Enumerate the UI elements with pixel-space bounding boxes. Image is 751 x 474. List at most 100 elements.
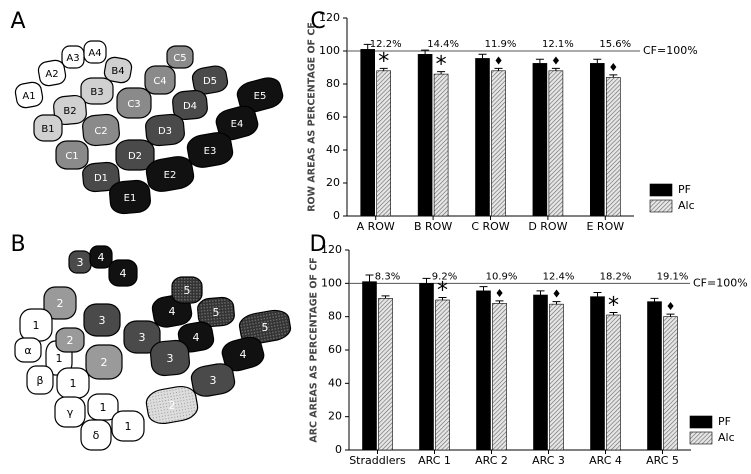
barrel-label: 2	[169, 399, 176, 412]
y-tick-label: 40	[326, 143, 340, 156]
barrel-shape	[108, 259, 138, 287]
barrel	[177, 321, 215, 353]
barrel-label: B2	[63, 106, 76, 117]
error-bar	[494, 67, 503, 71]
barrel	[111, 410, 145, 442]
annotation: 15.6%	[599, 39, 631, 50]
error-bar	[666, 313, 675, 317]
error-bar	[593, 58, 602, 64]
barrel-label: 1	[125, 420, 132, 433]
bar	[475, 58, 490, 217]
barrel-label: 3	[99, 314, 106, 327]
barrel	[171, 276, 203, 304]
barrel-shape	[55, 140, 89, 170]
barrel-label: C1	[65, 151, 78, 162]
barrel	[172, 89, 208, 121]
annotation: 10.9%	[486, 271, 518, 282]
y-tick-label: 20	[328, 410, 342, 423]
y-tick-label: 20	[326, 176, 340, 189]
barrel-shape	[53, 94, 87, 126]
barrel-label: 2	[67, 334, 74, 347]
barrel	[215, 105, 259, 141]
barrel-shape	[80, 77, 114, 105]
significance-marker: *	[436, 53, 447, 78]
barrel	[33, 114, 63, 142]
barrel-label: 1	[33, 319, 40, 332]
barrel	[83, 303, 121, 337]
barrel-shape	[236, 77, 284, 113]
barrel	[166, 45, 194, 69]
legend-label: PF	[678, 183, 691, 196]
barrel-label: B3	[90, 87, 103, 98]
barrel-label: 1	[100, 401, 107, 414]
bar	[606, 314, 621, 451]
x-tick-label: C ROW	[471, 220, 509, 233]
y-tick-label: 100	[321, 276, 342, 289]
barrel-shape	[186, 132, 234, 168]
barrel-label: A4	[88, 48, 101, 59]
barrel-label: β	[36, 374, 43, 387]
error-bar	[479, 286, 488, 291]
barrel-shape	[26, 365, 54, 395]
barrel	[186, 132, 234, 168]
barrel-label: E1	[124, 193, 137, 204]
barrel-label: 5	[213, 306, 220, 319]
x-tick-label: ARC 4	[589, 454, 622, 467]
y-tick-label: 80	[328, 310, 342, 323]
significance-marker: ♦	[551, 54, 561, 67]
annotation: 12.2%	[370, 39, 402, 50]
significance-marker: ♦	[552, 288, 562, 301]
barrel-shape	[172, 89, 208, 121]
barrel-label: 3	[77, 256, 84, 269]
annotation: 18.2%	[600, 271, 632, 282]
barrel-shape	[145, 156, 195, 192]
barrel-label: 3	[210, 374, 217, 387]
y-tick-label: 100	[319, 44, 340, 57]
barrel-shape	[144, 65, 176, 95]
barrel-shape	[238, 309, 292, 345]
barrel-shape	[82, 161, 120, 193]
x-tick-label: Straddlers	[349, 454, 406, 467]
bar	[491, 70, 506, 217]
barrel-shape	[221, 336, 265, 372]
barrel	[116, 87, 152, 119]
significance-marker: ♦	[495, 287, 505, 300]
barrel-label: 4	[169, 305, 176, 318]
barrel-label: γ	[67, 406, 74, 419]
reference-label: CF=100%	[693, 276, 748, 289]
bar	[548, 70, 564, 217]
x-tick-label: ARC 1	[418, 454, 451, 467]
barrel	[37, 59, 67, 87]
barrel-shape	[149, 339, 191, 377]
barrel-shape	[145, 113, 185, 147]
barrel-label: 2	[57, 297, 64, 310]
barrel-shape	[191, 65, 229, 95]
barrel	[149, 339, 191, 377]
significance-marker: *	[608, 294, 619, 319]
bar	[663, 316, 678, 451]
barrel-shape	[111, 410, 145, 442]
barrel	[109, 179, 151, 215]
bar	[378, 298, 393, 451]
barrel	[55, 140, 89, 170]
barrel-label: B4	[111, 66, 124, 77]
barrel-shape	[171, 276, 203, 304]
significance-marker: *	[378, 49, 389, 74]
barrel-shape	[55, 327, 85, 353]
bar	[419, 283, 434, 451]
error-bar	[609, 312, 618, 315]
error-bar	[495, 300, 504, 304]
barrel	[26, 365, 54, 395]
error-bar	[536, 290, 545, 295]
barrel	[145, 385, 199, 425]
legend-swatch	[689, 415, 713, 429]
barrel-label: C5	[173, 53, 186, 64]
significance-marker: ♦	[608, 61, 618, 74]
y-tick-label: 40	[328, 376, 342, 389]
barrel-label: A1	[22, 91, 35, 102]
error-bar	[535, 58, 544, 64]
y-tick-label: 0	[335, 443, 342, 456]
panel-label: B	[10, 232, 25, 257]
y-tick-label: 120	[319, 11, 340, 24]
